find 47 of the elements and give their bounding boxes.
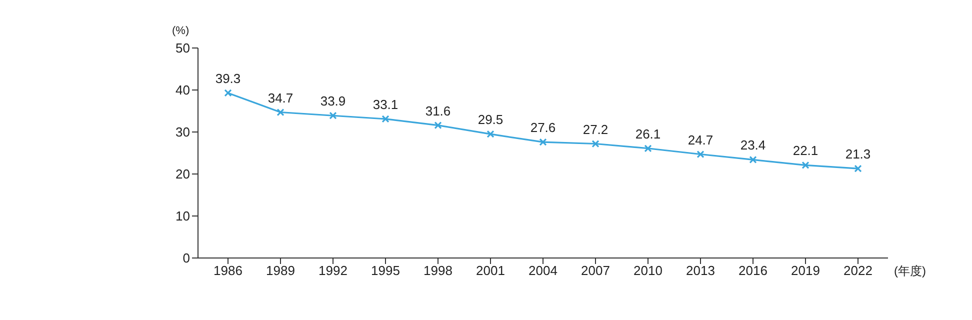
- y-axis-title: (%): [172, 25, 190, 37]
- x-tick-label: 1986: [214, 263, 242, 278]
- data-label: 33.1: [372, 96, 398, 112]
- y-tick-label: 40: [176, 82, 190, 98]
- y-tick-label: 50: [176, 40, 190, 56]
- x-tick-label: 2019: [791, 263, 820, 278]
- x-tick-label: 2013: [686, 263, 715, 278]
- data-label: 39.3: [215, 70, 241, 86]
- x-axis-title: (年度): [894, 264, 926, 278]
- point: [854, 164, 862, 172]
- point: [749, 156, 757, 164]
- point: [276, 108, 284, 116]
- point: [434, 121, 442, 130]
- x-tick-label: 1989: [266, 263, 295, 278]
- x-tick-label: 1995: [371, 263, 400, 278]
- x-tick-label: 2010: [634, 263, 662, 278]
- point: [486, 130, 494, 138]
- data-label: 29.5: [478, 112, 504, 128]
- x-tick-label: 2016: [738, 263, 768, 278]
- data-label: 22.1: [792, 143, 818, 158]
- data-label: 27.6: [530, 120, 556, 136]
- x-tick-label: 2004: [528, 263, 558, 278]
- y-tick-label: 30: [176, 124, 190, 140]
- point: [696, 150, 704, 158]
- data-label: 27.2: [582, 122, 608, 137]
- data-label: 33.9: [320, 94, 346, 109]
- point: [644, 144, 652, 152]
- point: [382, 115, 390, 123]
- point: [224, 89, 232, 97]
- point: [802, 161, 810, 169]
- x-tick-label: 1998: [424, 263, 452, 278]
- data-label: 24.7: [688, 132, 714, 148]
- data-label: 23.4: [740, 138, 766, 153]
- data-label: 34.7: [268, 90, 294, 106]
- y-tick-label: 10: [176, 208, 190, 224]
- point: [539, 138, 547, 146]
- data-label: 21.3: [845, 146, 871, 162]
- x-tick-label: 2001: [476, 263, 505, 278]
- point: [329, 112, 337, 120]
- x-tick-label: 2022: [844, 263, 872, 278]
- point: [592, 140, 600, 148]
- data-label: 26.1: [635, 126, 661, 142]
- y-tick-label: 20: [176, 166, 190, 182]
- data-label: 31.6: [425, 103, 451, 118]
- y-tick-label: 0: [182, 250, 190, 266]
- x-tick-label: 1992: [318, 263, 348, 278]
- x-tick-label: 2007: [581, 263, 610, 278]
